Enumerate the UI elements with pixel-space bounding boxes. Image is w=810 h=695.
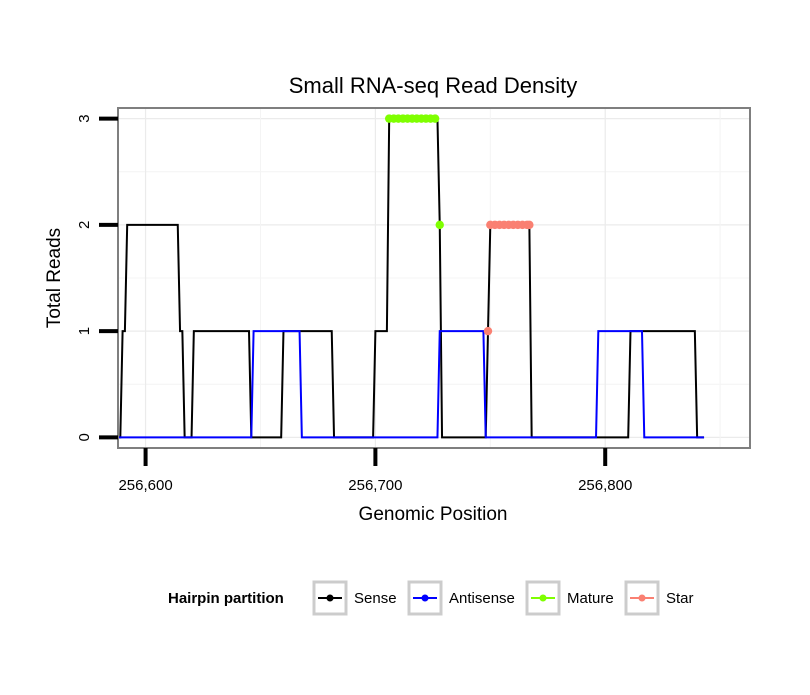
y-tick-label: 3	[76, 114, 93, 122]
legend-label-sense: Sense	[354, 590, 397, 607]
legend-items: Sense Antisense Mature Star	[312, 580, 694, 616]
point-mature	[430, 114, 440, 123]
y-axis: 0 1 2 3	[76, 114, 118, 442]
legend-dot-star	[638, 594, 646, 602]
point-star	[483, 326, 493, 336]
x-axis: 256,600 256,700 256,800	[118, 448, 632, 494]
series-layer	[111, 114, 705, 439]
x-tick-label: 256,700	[348, 477, 402, 494]
y-tick-label: 2	[76, 221, 93, 229]
point-mature	[435, 220, 444, 230]
plot-panel	[111, 107, 751, 449]
legend-dot-mature	[539, 594, 547, 602]
x-tick-label: 256,800	[578, 477, 632, 494]
y-tick-label: 0	[76, 433, 93, 441]
y-axis-title: Total Reads	[44, 228, 65, 328]
point-star	[525, 220, 534, 230]
legend-dot-sense	[326, 594, 334, 602]
legend-label-mature: Mature	[567, 590, 614, 607]
legend: Hairpin partition Sense Antisense Mature St…	[168, 580, 694, 616]
panel-border	[117, 107, 751, 449]
legend-label-antisense: Antisense	[449, 590, 515, 607]
legend-label-star: Star	[666, 590, 694, 607]
y-tick-label: 1	[76, 327, 93, 335]
legend-dot-antisense	[421, 594, 429, 602]
chart-title: Small RNA-seq Read Density	[289, 73, 578, 98]
x-tick-label: 256,600	[118, 477, 172, 494]
x-axis-title: Genomic Position	[359, 504, 508, 525]
series-line-antisense	[111, 330, 705, 439]
legend-title: Hairpin partition	[168, 590, 284, 607]
